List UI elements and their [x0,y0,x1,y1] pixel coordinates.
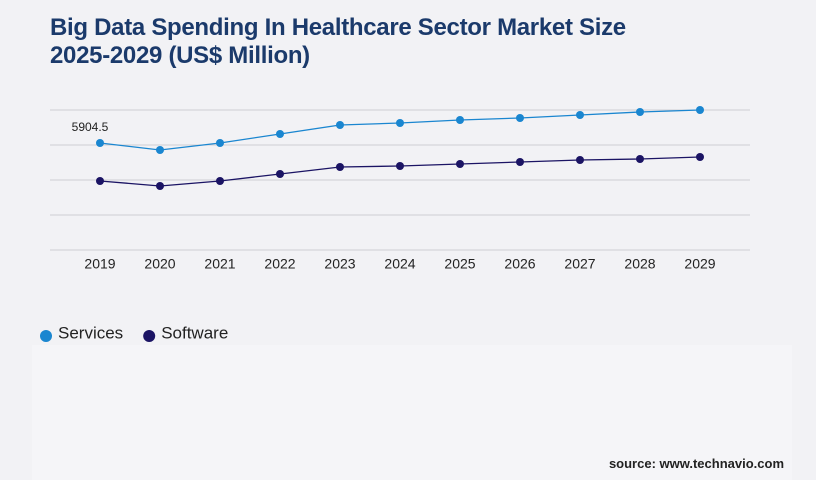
data-point [516,157,524,166]
data-point [336,120,344,129]
chart-title: Big Data Spending In Healthcare Sector M… [50,14,626,69]
data-point [516,113,524,122]
x-tick-label: 2024 [384,256,415,272]
x-tick-label: 2025 [444,256,475,272]
data-point [276,169,284,178]
x-tick-label: 2021 [204,256,235,272]
x-tick-label: 2019 [84,256,115,272]
data-point [696,106,704,114]
source: source: www.technavio.com [608,456,784,471]
data-point [156,145,164,154]
legend-marker [143,330,156,342]
data-point [396,162,404,170]
series-line [99,156,701,187]
data-point [456,116,464,125]
x-tick-label: 2028 [624,256,655,272]
data-point [576,111,584,120]
series-line [99,109,701,151]
data-point [396,118,404,127]
data-point [456,160,464,169]
data-point [216,139,224,148]
data-point [156,181,164,190]
legend-label: Services [58,323,123,342]
x-tick-label: 2023 [324,256,355,272]
data-point [96,177,104,186]
x-tick-label: 2026 [504,256,535,272]
legend-marker [40,330,52,342]
x-tick-label: 2027 [564,256,595,272]
data-point [696,152,704,161]
data-label: 5904.5 [72,120,109,134]
data-point [576,156,584,165]
data-point [216,177,224,186]
data-point [96,138,104,147]
data-point [636,107,644,116]
x-tick-label: 2020 [144,256,175,272]
data-point [276,129,284,138]
legend-label: Software [161,323,228,342]
x-tick-label: 2022 [264,256,295,272]
x-tick-label: 2029 [684,256,715,272]
panel [32,345,792,480]
data-point [636,155,644,164]
data-point [336,162,344,171]
